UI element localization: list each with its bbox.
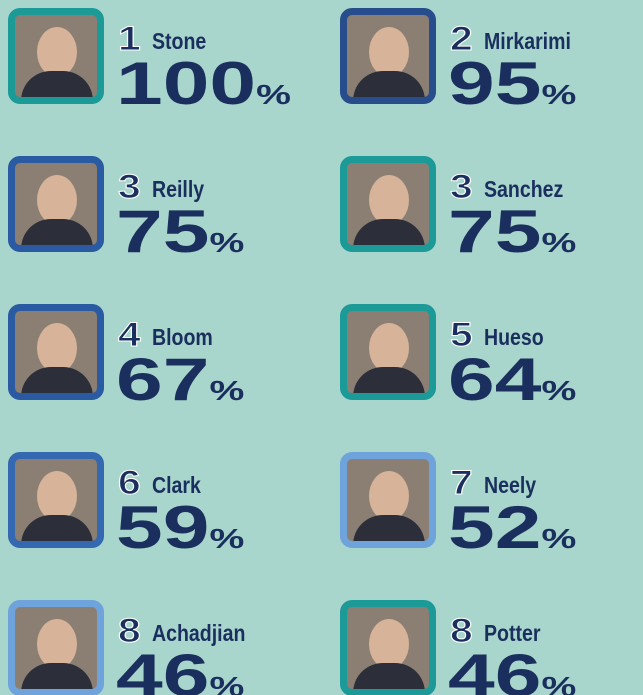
score-unit: %: [541, 375, 576, 406]
portrait-body: [21, 367, 93, 400]
score-unit: %: [541, 79, 576, 110]
score-unit: %: [209, 227, 244, 258]
score: 46%: [116, 646, 244, 695]
score-value: 75: [116, 198, 209, 265]
score-unit: %: [541, 671, 576, 695]
portrait-head: [37, 619, 77, 669]
portrait-head: [37, 471, 77, 521]
score: 46%: [448, 646, 576, 695]
portrait-body: [353, 219, 425, 252]
portrait-head: [369, 27, 409, 77]
portrait-head: [37, 27, 77, 77]
score: 75%: [116, 202, 244, 262]
portrait: [8, 452, 104, 548]
score: 67%: [116, 350, 244, 410]
portrait-body: [353, 515, 425, 548]
portrait-head: [37, 175, 77, 225]
score: 100%: [116, 54, 291, 114]
portrait-head: [369, 471, 409, 521]
score-unit: %: [209, 523, 244, 554]
score-value: 95: [448, 50, 541, 117]
portrait: [340, 156, 436, 252]
score-value: 59: [116, 494, 209, 561]
score-value: 75: [448, 198, 541, 265]
score-unit: %: [209, 375, 244, 406]
score-unit: %: [541, 227, 576, 258]
score-value: 46: [448, 642, 541, 695]
score-value: 46: [116, 642, 209, 695]
portrait-body: [353, 367, 425, 400]
portrait: [340, 452, 436, 548]
portrait-body: [21, 663, 93, 695]
portrait: [8, 304, 104, 400]
portrait-head: [369, 323, 409, 373]
score-value: 64: [448, 346, 541, 413]
score-value: 100: [116, 50, 256, 117]
portrait: [340, 600, 436, 695]
score: 64%: [448, 350, 576, 410]
portrait-body: [353, 71, 425, 104]
portrait: [8, 8, 104, 104]
portrait-body: [21, 219, 93, 252]
score-value: 67: [116, 346, 209, 413]
portrait: [8, 156, 104, 252]
portrait-body: [21, 71, 93, 104]
portrait: [340, 8, 436, 104]
score-value: 52: [448, 494, 541, 561]
portrait: [340, 304, 436, 400]
ranking-board: 1Stone100%2Mirkarimi95%3Reilly75%3Sanche…: [0, 0, 643, 695]
portrait-head: [369, 619, 409, 669]
portrait: [8, 600, 104, 695]
score-unit: %: [209, 671, 244, 695]
score: 95%: [448, 54, 576, 114]
score-unit: %: [541, 523, 576, 554]
portrait-body: [353, 663, 425, 695]
portrait-head: [369, 175, 409, 225]
score: 75%: [448, 202, 576, 262]
score-unit: %: [256, 79, 291, 110]
portrait-head: [37, 323, 77, 373]
portrait-body: [21, 515, 93, 548]
score: 59%: [116, 498, 244, 558]
score: 52%: [448, 498, 576, 558]
